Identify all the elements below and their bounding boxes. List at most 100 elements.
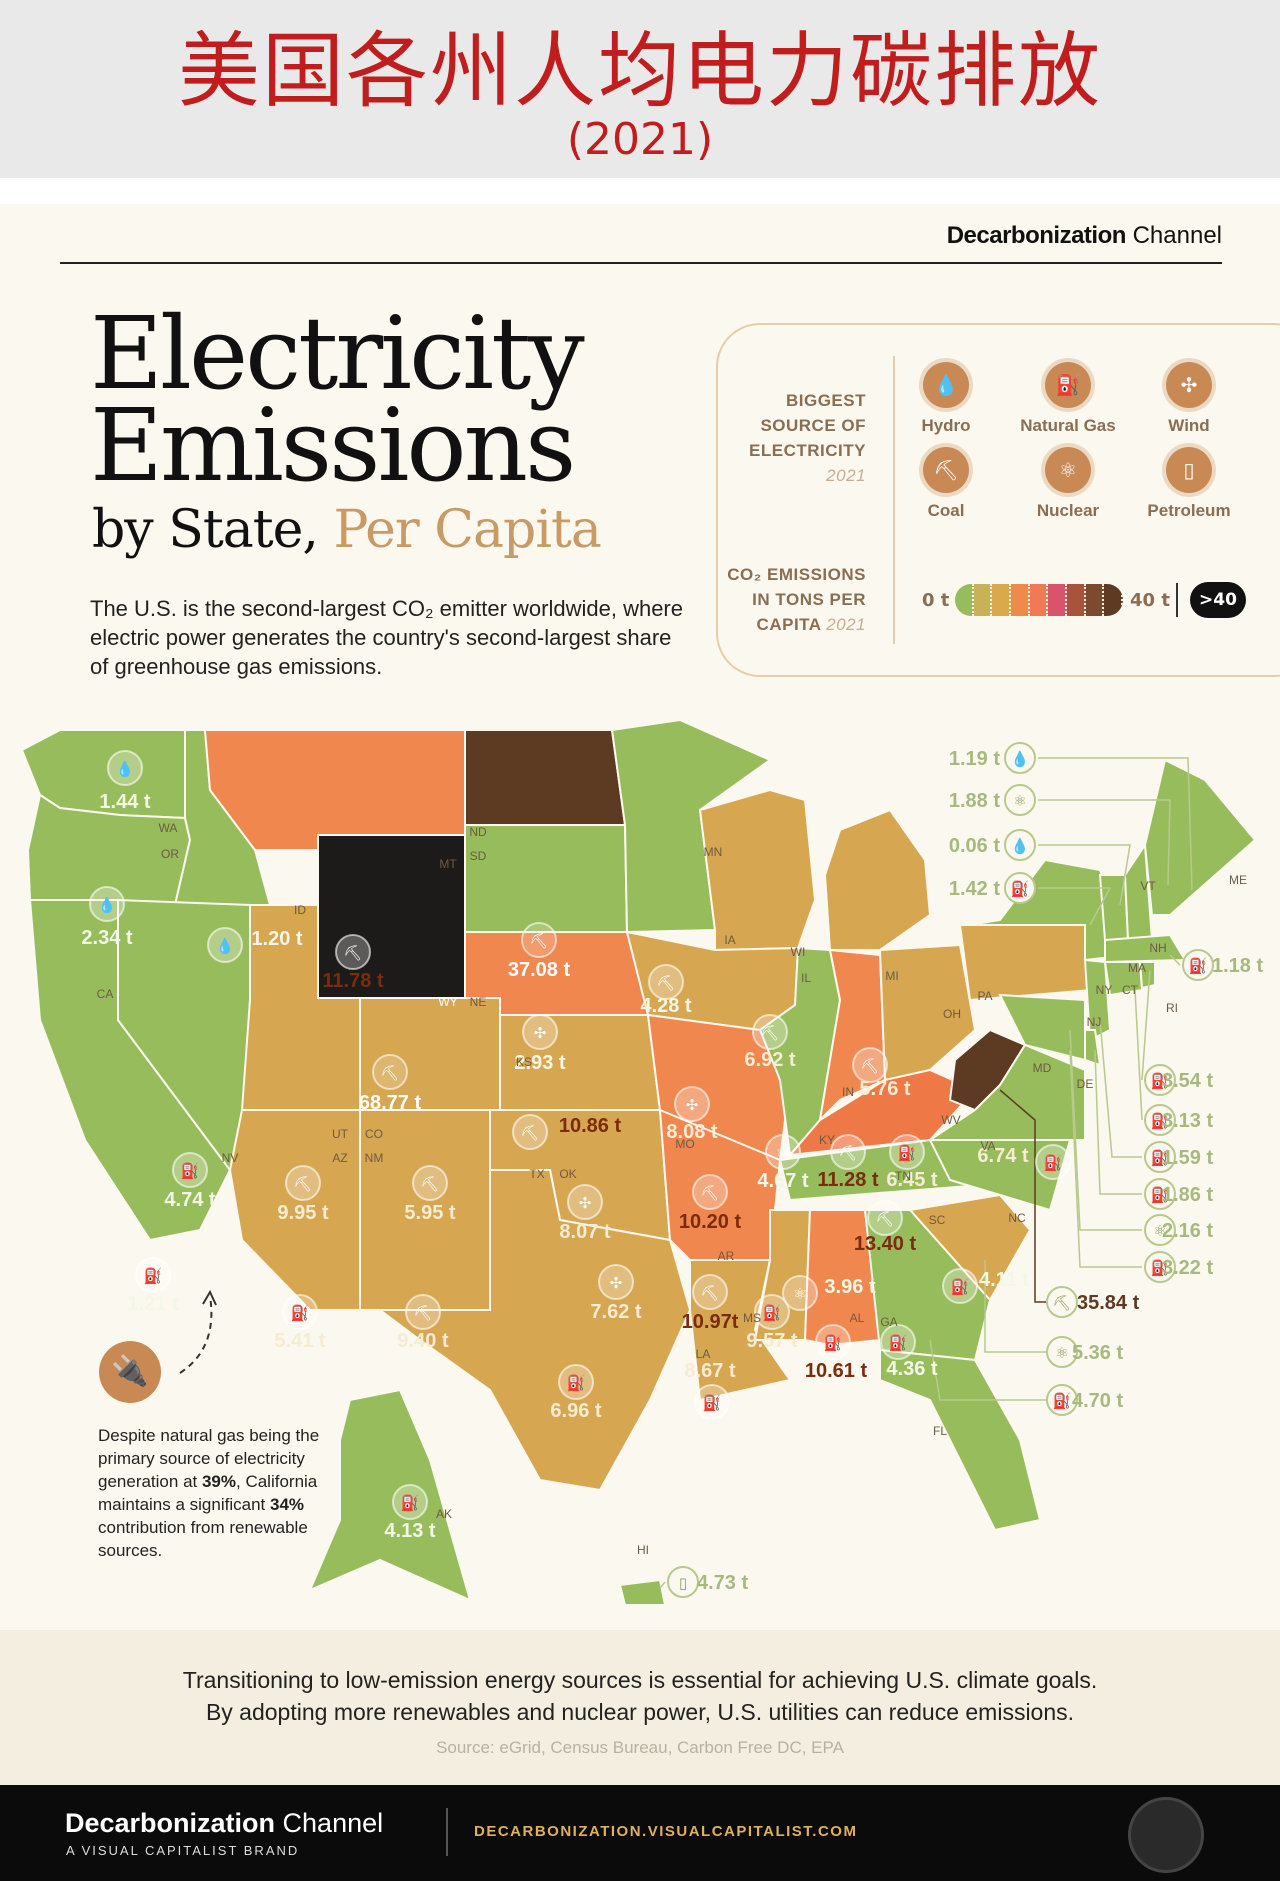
value-label-tx: 6.96 t <box>550 1400 601 1422</box>
closing-line-2: By adopting more renewables and nuclear … <box>205 1699 1075 1725</box>
gas-canister-icon <box>172 1152 208 1188</box>
state-shape-fl <box>879 1348 1042 1532</box>
state-shape-hi <box>618 1578 667 1606</box>
value-label-ga: 4.36 t <box>886 1358 937 1380</box>
title-line-3a: by State, <box>92 500 334 560</box>
value-label-az: 5.41 t <box>274 1330 325 1352</box>
value-label-wy: 68.77 t <box>359 1092 422 1114</box>
coal-cart-icon <box>867 1200 903 1236</box>
state-shape-tx <box>377 1169 692 1492</box>
legend-petroleum-label: Petroleum <box>1147 501 1231 520</box>
coal-cart-icon-glyph: ⛏ <box>420 1175 439 1193</box>
top-rule <box>60 262 1222 264</box>
legend-source-heading-1: BIGGEST <box>785 391 866 410</box>
chinese-subtitle: (2021) <box>566 114 714 165</box>
legend-source-year: 2021 <box>826 466 866 485</box>
gas-canister-icon <box>880 1324 916 1360</box>
value-label-nc: 4.11 t <box>979 1269 1029 1291</box>
coal-cart-icon-glyph: ⛏ <box>860 1057 879 1075</box>
state-abbr-ny: NY <box>1096 983 1113 997</box>
leader-line-wv <box>999 1089 1046 1303</box>
coal-cart-icon-glyph: ⛏ <box>520 1124 539 1142</box>
state-abbr-ca: CA <box>97 987 114 1001</box>
value-label-nd: 37.08 t <box>508 959 571 981</box>
state-abbr-nm: NM <box>365 1151 384 1165</box>
state-abbr-ia: IA <box>724 933 735 947</box>
value-label-ky: 13.40 t <box>854 1233 917 1255</box>
gas-canister-icon <box>392 1484 428 1520</box>
chinese-title: 美国各州人均电力碳排放 <box>177 24 1102 119</box>
state-abbr-nc: NC <box>1008 1211 1026 1225</box>
value-label-ok: 7.62 t <box>590 1301 641 1323</box>
plug-leaf-icon: 🔌 <box>99 1341 161 1403</box>
legend-source-heading: BIGGEST SOURCE OF ELECTRICITY 2021 <box>700 388 866 488</box>
gas-canister-icon <box>1046 1384 1078 1416</box>
coal-cart-icon-glyph: ⛏ <box>343 944 362 962</box>
tip-arrow <box>179 1289 217 1374</box>
value-label-ks: 8.07 t <box>559 1221 610 1243</box>
state-abbr-me: ME <box>1229 873 1247 887</box>
state-abbr-nj: NJ <box>1087 1015 1102 1029</box>
state-abbr-hi: HI <box>637 1543 649 1557</box>
scale-step <box>1067 584 1086 616</box>
state-abbr-mi: MI <box>885 969 898 983</box>
wind-turbine-icon <box>522 1014 558 1050</box>
value-label-id: 1.20 t <box>251 928 302 950</box>
coal-cart-icon-glyph: ⛏ <box>875 1210 894 1228</box>
gas-canister-icon <box>1182 949 1214 981</box>
atom-icon <box>1046 1336 1078 1368</box>
state-abbr-il: IL <box>801 971 811 985</box>
atom-icon <box>782 1275 818 1311</box>
legend-hydro-label: Hydro <box>921 416 971 435</box>
water-drop-icon <box>207 927 243 963</box>
water-drop-icon-glyph: 💧 <box>116 760 135 778</box>
brand-name-light: Channel <box>1125 222 1222 249</box>
gas-canister-icon-glyph: ⛽ <box>1151 1149 1170 1167</box>
atom-icon <box>765 1134 801 1170</box>
gas-canister-icon <box>1004 872 1036 904</box>
legend-natural-gas-label: Natural Gas <box>1020 416 1116 435</box>
leader-line-nh <box>1038 799 1171 886</box>
value-label-vt: 0.06 t <box>949 835 1000 857</box>
coal-cart-icon-glyph: ⛏ <box>529 932 548 950</box>
leader-line-de <box>1094 1049 1142 1195</box>
water-drop-icon <box>1004 742 1036 774</box>
coal-cart-icon-glyph: ⛏ <box>838 1144 857 1162</box>
footer-url-link[interactable]: DECARBONIZATION.VISUALCAPITALIST.COM <box>474 1823 858 1840</box>
value-label-wa: 1.44 t <box>99 791 150 813</box>
leader-line-dc <box>1069 1049 1142 1268</box>
legend-source-heading-3: ELECTRICITY <box>749 441 866 460</box>
gas-canister-icon-glyph: ⛽ <box>1151 1072 1170 1090</box>
value-label-de: 1.86 t <box>1162 1184 1213 1206</box>
gas-canister-icon-glyph: ⛽ <box>951 1278 970 1296</box>
coal-cart-icon-glyph: ⛏ <box>293 1175 312 1193</box>
water-drop-icon: 💧 <box>923 362 969 408</box>
value-label-mn: 4.28 t <box>640 995 691 1017</box>
gas-canister-icon: ⛽ <box>1045 362 1091 408</box>
value-label-nm: 9.40 t <box>397 1330 448 1352</box>
gas-canister-icon-glyph: ⛽ <box>144 1267 163 1285</box>
footer-badge-icon <box>1128 1797 1204 1873</box>
leader-line-sc <box>984 1260 1046 1353</box>
legend-scale-heading-3: CAPITA <box>756 615 821 634</box>
gas-canister-icon <box>1144 1104 1176 1136</box>
state-abbr-ut: UT <box>332 1127 349 1141</box>
value-label-mi: 5.76 t <box>859 1078 910 1100</box>
gas-canister-icon <box>1144 1178 1176 1210</box>
state-abbr-ak: AK <box>436 1507 452 1521</box>
scale-step <box>1085 584 1105 616</box>
state-abbr-ga: GA <box>880 1315 897 1329</box>
atom-icon-glyph: ⚛ <box>793 1285 806 1303</box>
state-abbr-ms: MS <box>743 1311 761 1325</box>
state-abbr-az: AZ <box>332 1151 347 1165</box>
gas-canister-icon-glyph: ⛽ <box>898 1144 917 1162</box>
gas-canister-icon <box>1035 1144 1071 1180</box>
value-label-ct: 3.13 t <box>1162 1110 1213 1132</box>
atom-icon: ⚛ <box>1045 447 1091 493</box>
atom-icon-glyph: ⚛ <box>776 1144 789 1162</box>
state-shape-nj <box>1083 958 1112 1042</box>
state-abbr-al: AL <box>850 1311 865 1325</box>
oil-barrel-icon <box>667 1566 699 1598</box>
coal-cart-icon <box>692 1174 728 1210</box>
state-abbr-ok: OK <box>559 1167 576 1181</box>
